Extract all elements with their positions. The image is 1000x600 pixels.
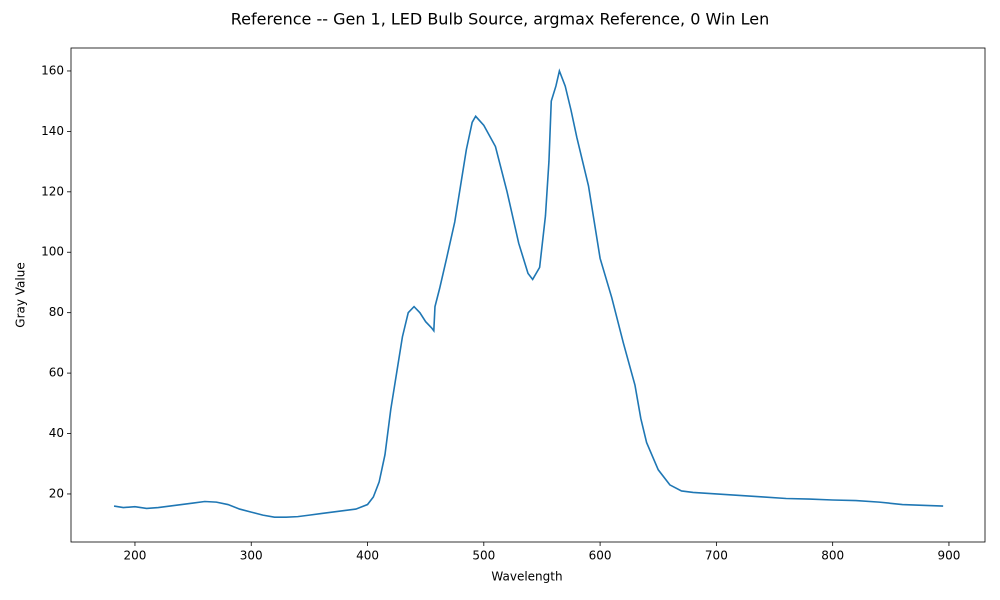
- y-tick-label: 40: [49, 426, 64, 440]
- plot-frame: [70, 47, 986, 543]
- x-axis-label: Wavelength: [491, 570, 562, 584]
- x-tick-label: 300: [240, 549, 263, 563]
- chart-title: Reference -- Gen 1, LED Bulb Source, arg…: [231, 10, 769, 29]
- y-tick-label: 80: [49, 305, 64, 319]
- x-tick-label: 700: [705, 549, 728, 563]
- y-tick-label: 140: [41, 124, 64, 138]
- y-tick-label: 60: [49, 366, 64, 380]
- y-tick-label: 120: [41, 184, 64, 198]
- x-tick-label: 600: [589, 549, 612, 563]
- x-tick-label: 400: [356, 549, 379, 563]
- x-tick-label: 900: [937, 549, 960, 563]
- y-tick-label: 20: [49, 486, 64, 500]
- x-tick-label: 200: [124, 549, 147, 563]
- x-tick-label: 800: [821, 549, 844, 563]
- data-line: [113, 68, 944, 519]
- y-axis-label: Gray Value: [14, 262, 28, 327]
- y-tick-label: 160: [41, 63, 64, 77]
- x-tick-label: 500: [472, 549, 495, 563]
- y-tick-label: 100: [41, 245, 64, 259]
